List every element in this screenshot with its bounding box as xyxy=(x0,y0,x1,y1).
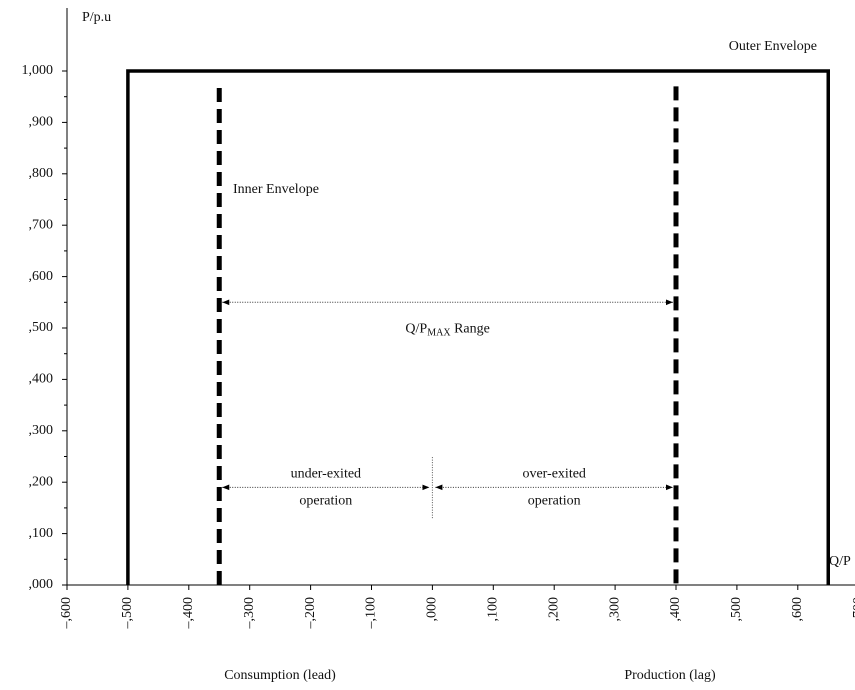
y-tick-label: ,300 xyxy=(29,423,54,438)
x-tick-label: ,200 xyxy=(546,597,561,622)
x-tick-label: ,300 xyxy=(607,597,622,622)
y-tick-label: ,400 xyxy=(29,372,54,387)
y-tick-label: ,800 xyxy=(29,166,54,181)
y-tick-label: ,000 xyxy=(29,577,54,592)
x-tick-label: ,500 xyxy=(729,597,744,622)
x-tick-label: ,100 xyxy=(486,597,501,622)
x-tick-label: –,200 xyxy=(303,597,318,630)
y-tick-label: 1,000 xyxy=(22,63,54,78)
annotation-text: over-exited xyxy=(522,467,585,482)
y-tick-label: ,500 xyxy=(29,320,54,335)
annotation-part: Range xyxy=(451,322,490,337)
y-tick-label: ,600 xyxy=(29,269,54,284)
annotation-text: operation xyxy=(528,494,581,509)
x-tick-label: ,000 xyxy=(425,597,440,622)
annotation-text: under-exited xyxy=(291,467,361,482)
annotation-text: Q/PMAX Range xyxy=(405,322,489,339)
annotation-part: Q/P xyxy=(405,322,427,337)
x-tick-label: 700 xyxy=(851,597,855,618)
x-tick-label: –,300 xyxy=(242,597,257,630)
y-axis-label: P/p.u xyxy=(82,10,111,25)
x-tick-label: ,600 xyxy=(790,597,805,622)
y-tick-label: ,100 xyxy=(29,526,54,541)
y-tick-label: ,700 xyxy=(29,217,54,232)
x-tick-label: –,100 xyxy=(364,597,379,630)
series-label: Outer Envelope xyxy=(729,39,817,54)
region-label: Consumption (lead) xyxy=(224,668,336,683)
x-axis-label: Q/P xyxy=(829,554,851,569)
annotation-text: operation xyxy=(299,494,352,509)
annotation-subscript: MAX xyxy=(427,328,451,339)
region-label: Production (lag) xyxy=(624,668,716,683)
y-tick-label: ,200 xyxy=(29,474,54,489)
x-tick-label: –,600 xyxy=(59,597,74,630)
series-label: Inner Envelope xyxy=(233,182,319,197)
series-line xyxy=(126,69,830,585)
x-tick-label: –,400 xyxy=(181,597,196,630)
y-tick-label: ,900 xyxy=(29,115,54,130)
x-tick-label: –,500 xyxy=(120,597,135,630)
x-tick-label: ,400 xyxy=(668,597,683,622)
